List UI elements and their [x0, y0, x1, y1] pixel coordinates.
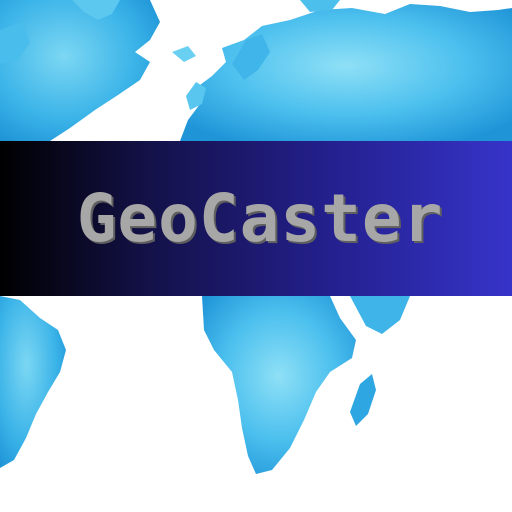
alaska-shape	[0, 22, 30, 64]
africa-shape	[202, 296, 356, 474]
canada-islands-shape	[72, 0, 120, 20]
iceland-shape	[172, 46, 196, 62]
british-isles-shape	[186, 82, 206, 110]
eurasia-shape	[180, 4, 512, 141]
north-america-shape	[0, 0, 160, 141]
scandinavia-shape	[232, 34, 270, 80]
arabia-shape	[350, 296, 410, 334]
game-title: GeoCaster	[76, 180, 444, 257]
madagascar-shape	[350, 374, 376, 426]
south-america-shape	[0, 296, 66, 468]
arctic-islands-shape	[300, 0, 340, 12]
title-banner: GeoCaster	[0, 141, 512, 296]
